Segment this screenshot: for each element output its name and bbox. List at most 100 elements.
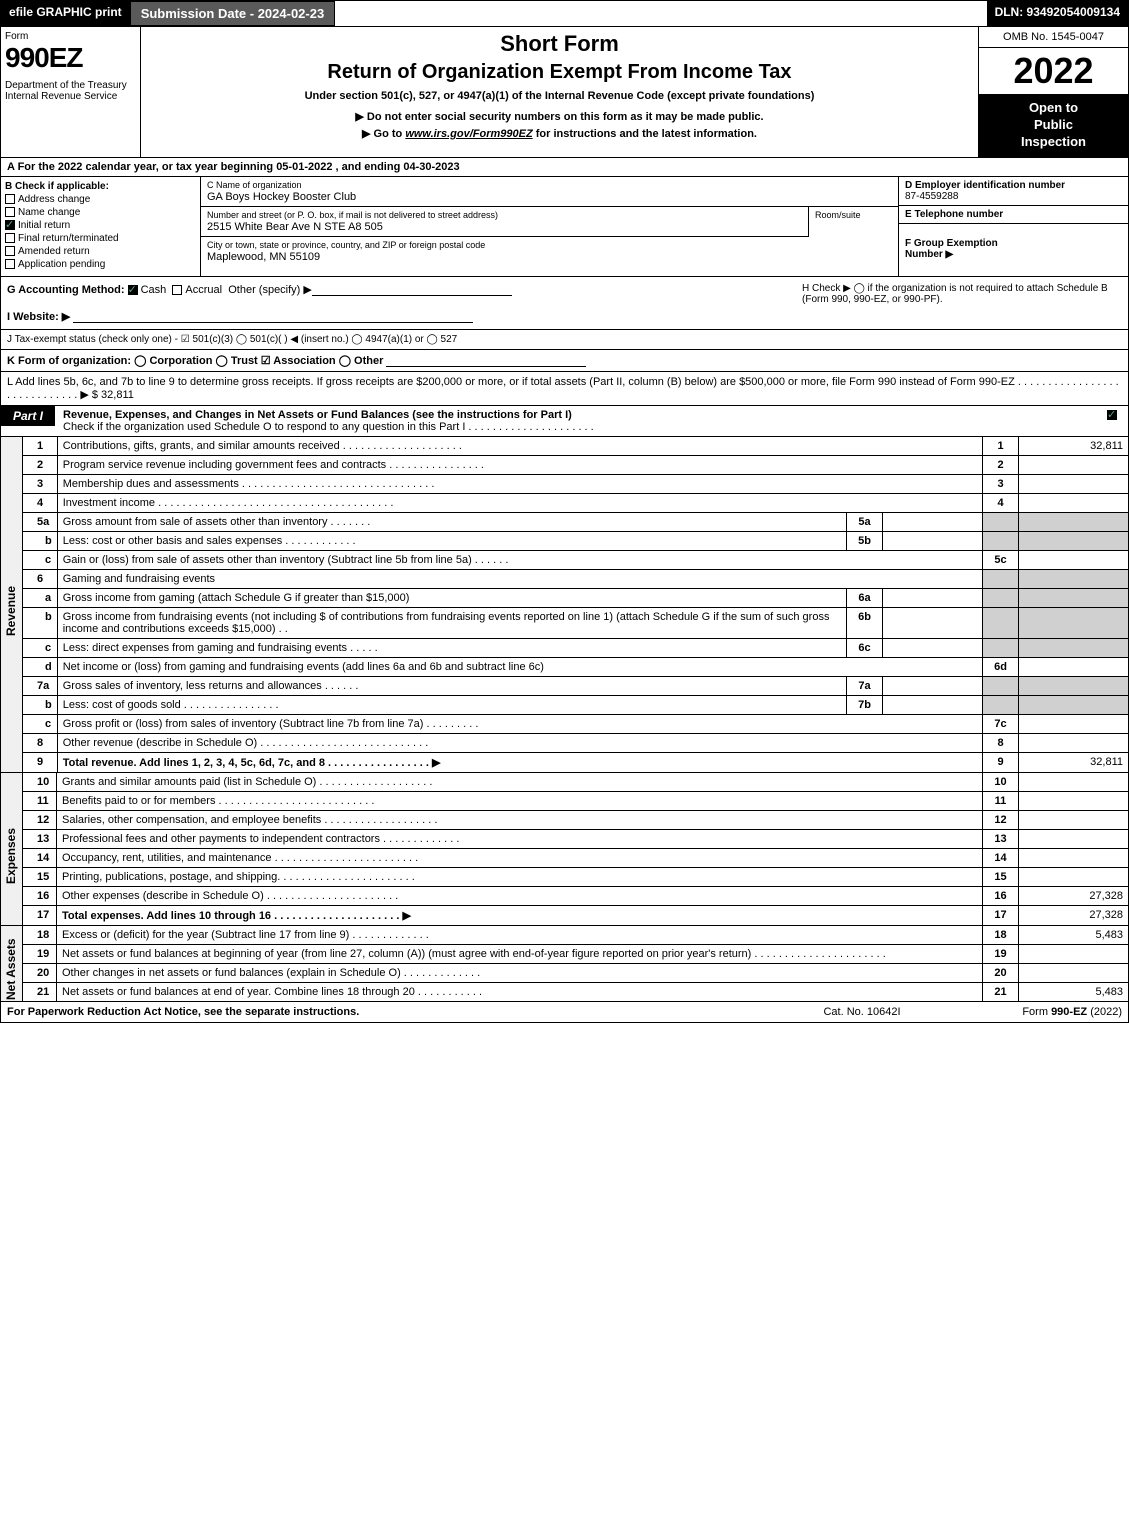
section-d: D Employer identification number 87-4559…: [898, 177, 1128, 276]
line-mid-val: [883, 607, 983, 638]
g-label: G Accounting Method:: [7, 284, 125, 296]
line-desc: Total expenses. Add lines 10 through 16 …: [57, 905, 983, 925]
footer-left: For Paperwork Reduction Act Notice, see …: [7, 1006, 762, 1018]
checkbox[interactable]: [5, 207, 15, 217]
line-desc: Grants and similar amounts paid (list in…: [57, 773, 983, 792]
part1-label: Part I: [1, 406, 55, 426]
line-desc: Occupancy, rent, utilities, and maintena…: [57, 848, 983, 867]
line-right-num: 10: [983, 773, 1019, 792]
org-name-cell: C Name of organization GA Boys Hockey Bo…: [201, 177, 898, 207]
table-row: Expenses10Grants and similar amounts pai…: [1, 773, 1129, 792]
efile-label: efile GRAPHIC print: [1, 1, 130, 26]
line-number: 21: [23, 982, 57, 1001]
footer-right-prefix: Form: [1022, 1006, 1051, 1018]
line-mid-num: 5b: [847, 531, 883, 550]
part1-title-wrap: Revenue, Expenses, and Changes in Net As…: [55, 406, 1098, 436]
table-row: 16Other expenses (describe in Schedule O…: [1, 886, 1129, 905]
line-number: 13: [23, 829, 57, 848]
do-not-text: ▶ Do not enter social security numbers o…: [151, 110, 968, 123]
line-mid-val: [883, 638, 983, 657]
line-right-val: [1019, 867, 1129, 886]
website-input[interactable]: [73, 311, 473, 323]
checkbox-row: Name change: [5, 207, 196, 218]
line-mid-val: [883, 588, 983, 607]
line-right-num: [983, 531, 1019, 550]
k-other-input[interactable]: [386, 355, 586, 367]
table-row: 4Investment income . . . . . . . . . . .…: [1, 493, 1129, 512]
line-desc: Other revenue (describe in Schedule O) .…: [57, 733, 982, 752]
city-cell: City or town, state or province, country…: [201, 237, 898, 266]
table-row: bGross income from fundraising events (n…: [1, 607, 1129, 638]
line-desc: Less: cost of goods sold . . . . . . . .…: [57, 695, 846, 714]
line-right-val: [1019, 810, 1129, 829]
line-desc: Benefits paid to or for members . . . . …: [57, 791, 983, 810]
table-row: 5aGross amount from sale of assets other…: [1, 512, 1129, 531]
i-label: I Website: ▶: [7, 311, 70, 323]
line-right-num: 21: [983, 982, 1019, 1001]
expenses-table: Expenses10Grants and similar amounts pai…: [0, 773, 1129, 926]
footer-right-suffix: (2022): [1087, 1006, 1122, 1018]
line-desc: Gross sales of inventory, less returns a…: [57, 676, 846, 695]
room-cell: Room/suite: [808, 207, 898, 237]
phone-cell: E Telephone number: [899, 206, 1128, 224]
line-right-val: [1019, 588, 1129, 607]
checkbox-label: Initial return: [18, 220, 70, 231]
line-mid-num: 6b: [847, 607, 883, 638]
under-section: Under section 501(c), 527, or 4947(a)(1)…: [151, 90, 968, 102]
table-row: aGross income from gaming (attach Schedu…: [1, 588, 1129, 607]
line-right-num: 11: [983, 791, 1019, 810]
section-c: C Name of organization GA Boys Hockey Bo…: [201, 177, 898, 276]
line-number: a: [23, 588, 58, 607]
checkbox[interactable]: [5, 220, 15, 230]
line-right-val: [1019, 607, 1129, 638]
line-right-num: [983, 676, 1019, 695]
table-row: 20Other changes in net assets or fund ba…: [1, 963, 1129, 982]
line-right-num: 13: [983, 829, 1019, 848]
line-right-num: 3: [983, 474, 1019, 493]
line-number: 1: [23, 437, 58, 456]
line-right-val: 32,811: [1019, 752, 1129, 772]
line-number: 18: [23, 926, 57, 945]
info-grid: B Check if applicable: Address changeNam…: [0, 177, 1129, 277]
checkbox[interactable]: [5, 233, 15, 243]
footer-mid: Cat. No. 10642I: [762, 1006, 962, 1018]
goto-link[interactable]: www.irs.gov/Form990EZ: [405, 128, 532, 140]
table-row: 13Professional fees and other payments t…: [1, 829, 1129, 848]
line-right-val: [1019, 695, 1129, 714]
line-right-val: [1019, 474, 1129, 493]
line-number: 4: [23, 493, 58, 512]
accrual-checkbox[interactable]: [172, 285, 182, 295]
line-number: c: [23, 638, 58, 657]
checkbox-row: Initial return: [5, 220, 196, 231]
checkbox[interactable]: [5, 194, 15, 204]
header-right: OMB No. 1545-0047 2022 Open to Public In…: [978, 27, 1128, 157]
goto-text: ▶ Go to www.irs.gov/Form990EZ for instru…: [151, 127, 968, 140]
line-right-num: 6d: [983, 657, 1019, 676]
group-cell: F Group Exemption Number ▶: [899, 224, 1128, 276]
checkbox[interactable]: [5, 259, 15, 269]
part1-table: Revenue1Contributions, gifts, grants, an…: [0, 437, 1129, 773]
line-right-num: 20: [983, 963, 1019, 982]
table-row: bLess: cost or other basis and sales exp…: [1, 531, 1129, 550]
part1-wrap: Part I: [1, 406, 55, 426]
cash-checkbox[interactable]: [128, 285, 138, 295]
line-mid-val: [883, 676, 983, 695]
group-label: F Group Exemption Number ▶: [905, 238, 1122, 260]
line-number: 16: [23, 886, 57, 905]
line-right-val: [1019, 944, 1129, 963]
line-right-num: 14: [983, 848, 1019, 867]
line-right-val: [1019, 733, 1129, 752]
line-desc: Net income or (loss) from gaming and fun…: [57, 657, 982, 676]
line-right-num: 1: [983, 437, 1019, 456]
line-desc: Professional fees and other payments to …: [57, 829, 983, 848]
city: Maplewood, MN 55109: [207, 251, 892, 263]
line-mid-val: [883, 512, 983, 531]
line-right-val: [1019, 638, 1129, 657]
table-row: 11Benefits paid to or for members . . . …: [1, 791, 1129, 810]
line-desc: Gross profit or (loss) from sales of inv…: [57, 714, 982, 733]
line-right-val: [1019, 773, 1129, 792]
line-desc: Net assets or fund balances at end of ye…: [57, 982, 983, 1001]
other-input[interactable]: [312, 284, 512, 296]
part1-schedule-o-checkbox[interactable]: [1107, 410, 1117, 420]
checkbox[interactable]: [5, 246, 15, 256]
